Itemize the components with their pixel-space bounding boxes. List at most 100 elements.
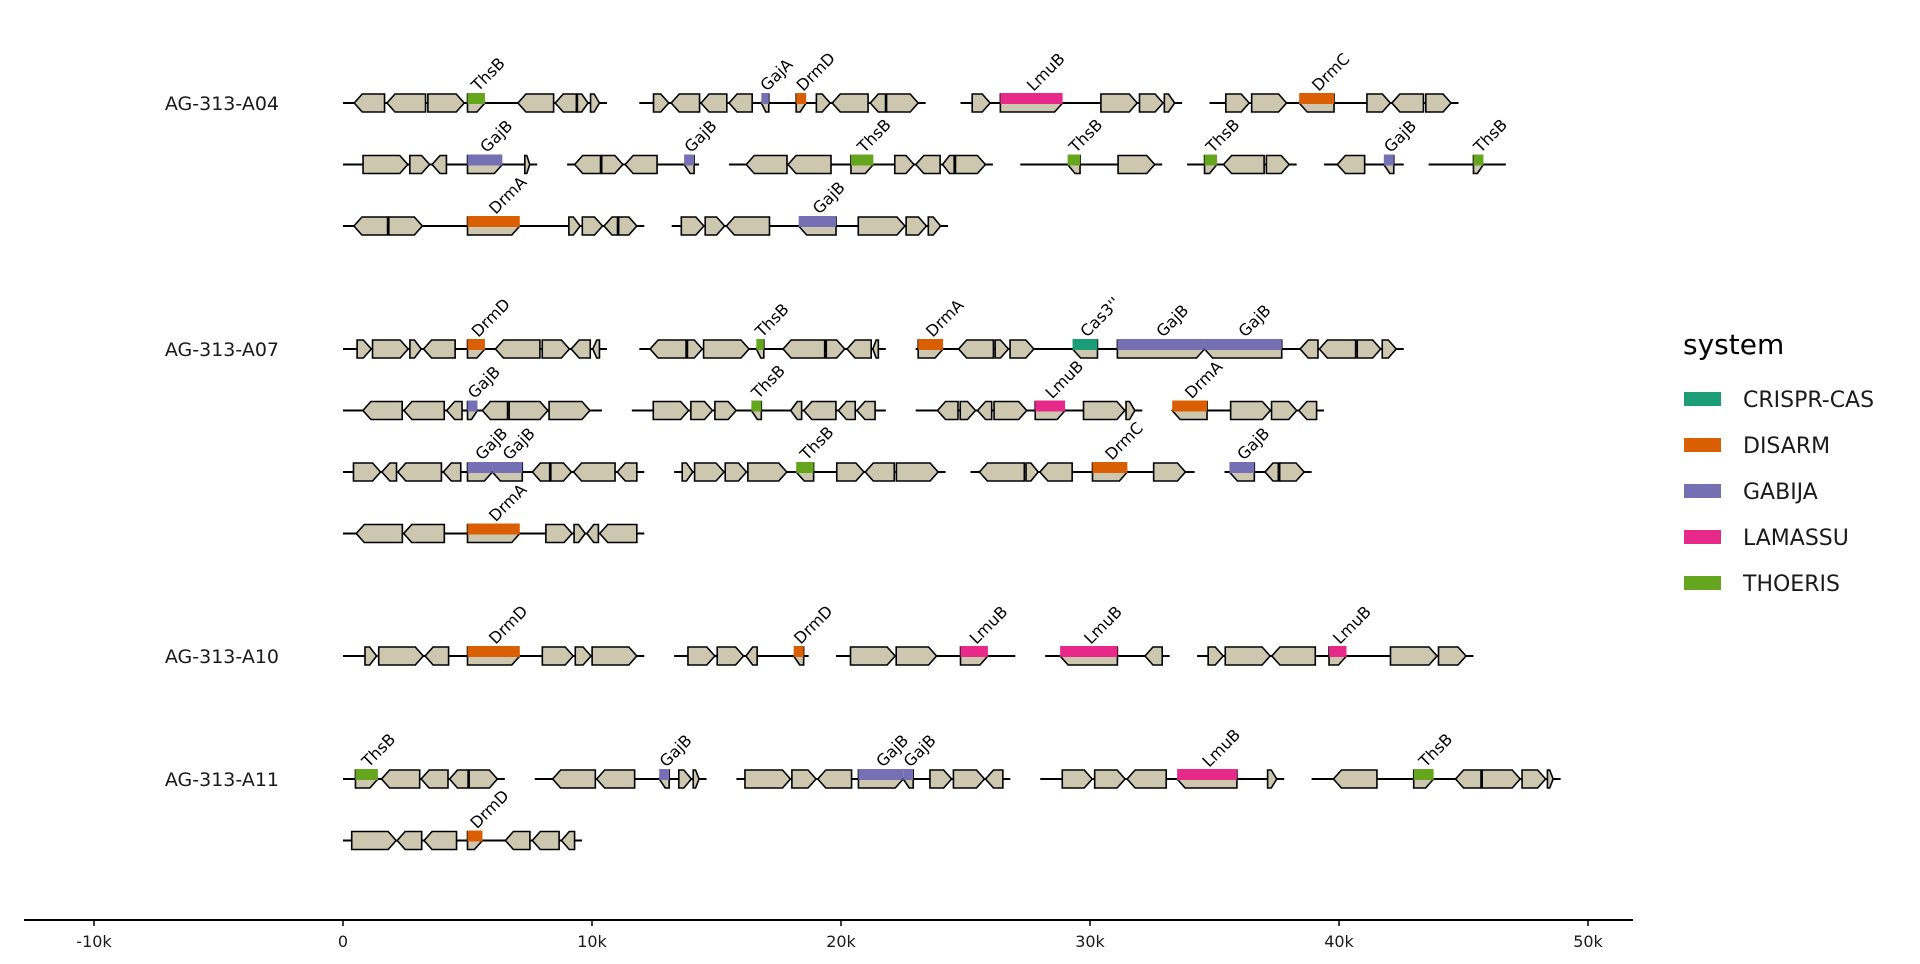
gene-arrow [1222,154,1265,175]
x-tick-label: 50k [1573,932,1603,951]
gene-arrow [350,830,398,851]
gene-arrow [361,400,403,421]
system-bar-gabija [1117,339,1205,350]
gene-arrow [893,154,916,175]
gene-arrow [914,154,941,175]
gene-arrow [1266,769,1278,789]
gene-arrow [445,400,463,421]
gene-arrow [568,216,582,236]
system-bar-disarm [467,523,520,535]
system-bar-disarm [793,646,804,657]
legend-key-thoeris [1684,576,1721,590]
system-bar-disarm [467,339,485,350]
gene-arrow [570,339,592,359]
contig: ThsB [639,300,886,359]
gene-arrow [362,154,409,175]
genome-label: AG-313-A11 [165,769,279,791]
gene-arrow [442,462,462,482]
contig: LmuB [915,357,1143,421]
gene-arrow [396,830,423,851]
system-bar-lamassu [1060,646,1118,657]
gene-arrow [978,462,1026,482]
gene-arrow [692,769,700,789]
gene-arrow [1152,462,1187,482]
gene-arrow [1061,769,1094,789]
gene-arrow [929,769,953,789]
genome-AG-313-A10: AG-313-A10 DrmD DrmD LmuB LmuB LmuB [165,601,1474,668]
gene-arrow [377,646,425,666]
gene-arrow [409,154,431,175]
gene-arrow [576,93,590,113]
gene-arrow [531,830,560,851]
gene-arrow [1009,339,1035,359]
gene-arrow [744,769,792,789]
system-bar-thoeris [355,769,378,780]
gene-arrow [849,646,897,666]
contig: GajB [671,178,949,236]
system-bar-thoeris [1204,154,1217,166]
gene-label: LmuB [1042,357,1088,403]
gene-arrow [704,216,726,236]
gene-arrow [1225,93,1251,113]
gene-arrow [504,830,531,851]
system-bar-gabija [1204,339,1282,350]
gene-label: GajB [1380,116,1420,156]
gene-arrow [1038,462,1073,482]
gene-arrow [1117,154,1156,175]
x-tick-label: 30k [1075,932,1105,951]
gene-arrow [396,462,443,482]
gene-label: DrmD [793,48,839,94]
gene-arrow [872,339,880,359]
gene-label: GajB [1152,301,1192,341]
genome-label: AG-313-A04 [165,93,279,115]
gene-arrow [994,339,1010,359]
gene-arrow [681,462,694,482]
gene-arrow [984,769,1004,789]
contig: DrmC [1209,49,1459,113]
gene-arrow [959,400,977,421]
gene-arrow [422,830,458,851]
gene-arrow [581,216,604,236]
x-axis: -10k 0 10k 20k 30k 40k 50k [24,919,1633,951]
gene-arrow [545,523,574,544]
gene-arrow [1270,400,1298,421]
gene-arrow [574,646,593,666]
system-bar-thoeris [756,339,764,350]
system-bar-gabija [659,769,670,780]
gene-arrow [548,400,591,421]
gene-label: ThsB [1414,730,1456,772]
gene-label: GajB [900,731,940,771]
gene-arrow [895,646,938,666]
gene-arrow [551,769,597,789]
system-bar-lamassu [1177,769,1237,780]
gene-label: DrmD [468,294,514,340]
gene-arrow [422,339,456,359]
gene-label: GajB [464,362,504,402]
gene-arrow [602,216,619,236]
system-bar-disarm [467,830,483,842]
legend-label: LAMASSU [1743,526,1849,551]
contig: LmuB [1197,602,1474,666]
genome-label: AG-313-A07 [165,339,279,361]
gene-arrow [1224,646,1272,666]
gene-label: DrmC [1101,418,1147,464]
legend-key-crispr-cas [1684,392,1721,406]
gene-label: LmuB [966,602,1012,648]
gene-arrow [402,400,446,421]
gene-arrow [693,462,726,482]
gene-arrow [680,216,705,236]
gene-arrow [356,339,373,359]
x-tick-label: 40k [1324,932,1354,951]
system-bar-disarm [1172,400,1208,412]
gene-arrow [516,93,555,113]
system-bar-thoeris [1473,154,1484,166]
gene-arrow [905,216,928,236]
gene-label: GajB [499,424,539,464]
legend-items: CRISPR-CAS DISARM GABIJA LAMASSU THOERIS [1684,388,1874,597]
gene-arrow [936,400,959,421]
gene-arrow [1336,154,1366,175]
